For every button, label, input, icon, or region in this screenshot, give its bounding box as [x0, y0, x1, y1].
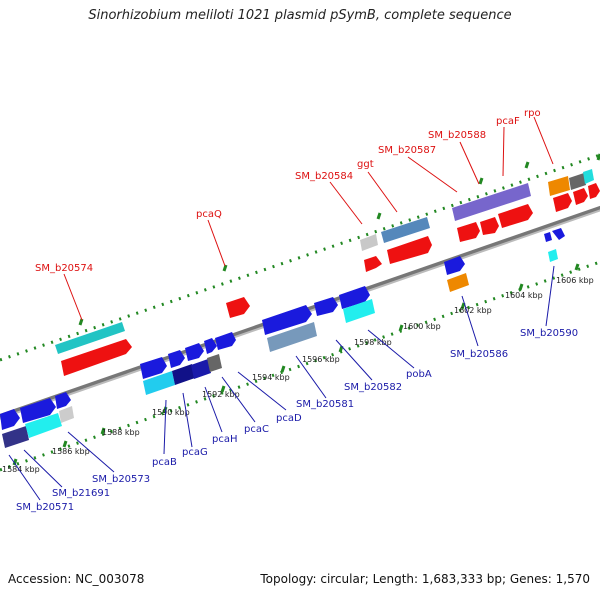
gene-label: SM_b20571 — [16, 502, 74, 513]
feature-gene — [588, 183, 600, 199]
feature-gene — [143, 371, 175, 395]
feature-gene — [55, 322, 125, 354]
gene-label: ggt — [357, 159, 374, 170]
feature-gene — [544, 232, 552, 242]
tick-labels: 1584 kbp 1586 kbp 1588 kbp 1590 kbp 1592… — [2, 276, 594, 474]
gene-label: pcaF — [496, 116, 520, 127]
bottom-gene-labels: SM_b20571 SM_b21691 SM_b20573 pcaB pcaG … — [16, 328, 578, 513]
feature-gene — [207, 354, 222, 372]
gene-label: pcaG — [182, 447, 208, 458]
feature-gene — [573, 188, 588, 205]
gene-label: SM_b20586 — [450, 349, 508, 360]
tick-label: 1600 kbp — [403, 322, 441, 331]
gene-label: SM_b20581 — [296, 399, 354, 410]
upper-features — [55, 169, 600, 376]
feature-gene — [25, 413, 62, 438]
feature-gene — [444, 256, 465, 275]
feature-gene — [381, 217, 430, 243]
feature-gene — [185, 343, 204, 361]
topology-label: Topology: circular; Length: 1,683,333 bp… — [260, 572, 590, 586]
tick-label: 1592 kbp — [202, 390, 240, 399]
tick-label: 1594 kbp — [252, 373, 290, 382]
feature-gene — [548, 176, 570, 196]
feature-gene — [498, 204, 533, 228]
feature-gene — [360, 234, 378, 251]
gene-label: SM_b20582 — [344, 382, 402, 393]
feature-gene — [140, 357, 167, 379]
accession-label: Accession: NC_003078 — [8, 572, 145, 586]
tick-label: 1584 kbp — [2, 465, 40, 474]
gene-label: pobA — [406, 369, 432, 380]
feature-gene — [226, 297, 250, 318]
top-leader-lines — [63, 116, 554, 321]
feature-gene — [267, 322, 317, 352]
gene-label: pcaH — [212, 434, 238, 445]
feature-gene — [168, 350, 185, 368]
feature-gene — [0, 409, 20, 430]
lower-ticks — [12, 263, 580, 466]
tick-label: 1590 kbp — [152, 408, 190, 417]
feature-gene — [480, 217, 499, 235]
tick-label: 1606 kbp — [556, 276, 594, 285]
gene-label: pcaQ — [196, 209, 222, 220]
feature-gene — [364, 256, 382, 272]
feature-gene — [20, 398, 56, 423]
feature-gene — [55, 392, 71, 409]
feature-gene — [204, 338, 217, 354]
feature-gene — [569, 173, 586, 190]
feature-gene — [191, 359, 211, 379]
feature-gene — [339, 286, 370, 309]
feature-gene — [2, 426, 29, 448]
feature-gene — [548, 249, 558, 262]
gene-label: SM_b20574 — [35, 263, 93, 274]
feature-gene — [387, 236, 432, 264]
gene-label: SM_b20588 — [428, 130, 486, 141]
feature-gene — [552, 228, 565, 240]
feature-gene — [343, 299, 375, 323]
feature-gene — [172, 364, 195, 385]
gene-label: SM_b20587 — [378, 145, 436, 156]
gene-label: rpo — [524, 108, 541, 119]
feature-gene — [452, 183, 531, 221]
gene-label: SM_b20573 — [92, 474, 150, 485]
feature-gene — [262, 305, 312, 335]
tick-label: 1586 kbp — [52, 447, 90, 456]
tick-label: 1588 kbp — [102, 428, 140, 437]
gene-label: pcaB — [152, 457, 177, 468]
feature-gene — [583, 169, 594, 184]
tick-label: 1596 kbp — [302, 355, 340, 364]
lower-features — [0, 228, 565, 448]
gene-label: pcaD — [276, 413, 302, 424]
feature-gene — [59, 406, 74, 423]
gene-label: SM_b20584 — [295, 171, 353, 182]
gene-label: SM_b21691 — [52, 488, 110, 499]
tick-label: 1602 kbp — [454, 306, 492, 315]
bottom-leader-lines — [8, 265, 555, 501]
gene-label: SM_b20590 — [520, 328, 578, 339]
feature-gene — [215, 332, 236, 350]
tick-label: 1598 kbp — [354, 338, 392, 347]
feature-gene — [553, 193, 572, 212]
tick-label: 1604 kbp — [505, 291, 543, 300]
top-gene-labels: SM_b20574 pcaQ SM_b20584 ggt SM_b20587 S… — [35, 108, 541, 274]
feature-gene — [61, 339, 132, 376]
feature-gene — [314, 297, 338, 316]
feature-gene — [457, 222, 480, 242]
gene-label: pcaC — [244, 424, 269, 435]
feature-gene — [447, 273, 469, 292]
map-title: Sinorhizobium meliloti 1021 plasmid pSym… — [88, 8, 512, 23]
